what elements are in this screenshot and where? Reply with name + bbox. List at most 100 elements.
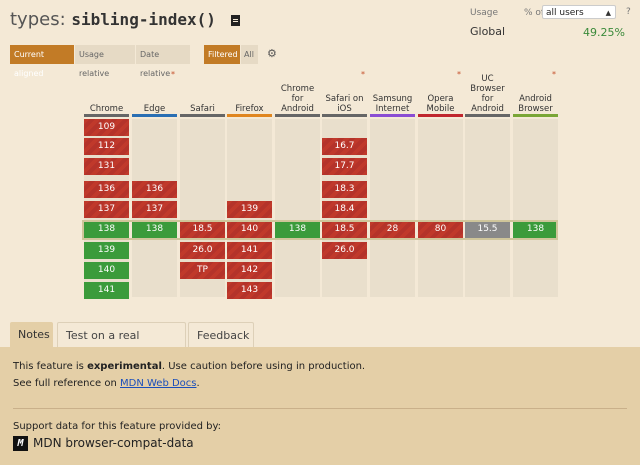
browser-header: Chrome for Android	[275, 72, 320, 114]
tab-feedback[interactable]: Feedback	[188, 322, 254, 348]
help-link[interactable]: ?	[626, 7, 631, 17]
browser-color-bar	[465, 114, 510, 117]
version-cell[interactable]: 18.3	[322, 181, 367, 198]
browser-column	[275, 119, 320, 297]
notes-panel	[0, 347, 640, 465]
note-text: . Use caution before using in production…	[161, 361, 366, 372]
prefix-note-marker: *	[552, 70, 556, 79]
browser-column	[465, 119, 510, 297]
browser-name: UC Browser for Android	[470, 74, 505, 114]
browser-header: Edge *	[132, 70, 177, 114]
version-cell[interactable]: 141	[84, 282, 129, 299]
version-cell[interactable]: 138	[84, 221, 129, 238]
mdn-logo-icon: M	[13, 436, 28, 451]
usage-relative-button[interactable]: Usage relative	[75, 45, 135, 78]
browser-header: UC Browser for Android	[465, 72, 510, 114]
version-cell[interactable]: TP	[180, 262, 225, 279]
note-text: .	[196, 378, 200, 389]
prefix-note-marker: *	[457, 70, 461, 79]
support-data-label: Support data for this feature provided b…	[13, 421, 222, 432]
browser-name: Chrome for Android	[280, 84, 315, 114]
version-cell[interactable]: 18.5	[180, 221, 225, 238]
note-text: See full reference on	[13, 378, 120, 389]
browser-name: Firefox	[235, 104, 264, 114]
filtered-button[interactable]: Filtered	[204, 45, 240, 64]
version-cell[interactable]: 139	[84, 242, 129, 259]
experimental-note: This feature is experimental. Use cautio…	[13, 361, 365, 372]
usage-label: Usage	[470, 8, 499, 18]
browser-color-bar	[418, 114, 463, 117]
version-cell[interactable]: 15.5	[465, 221, 510, 238]
version-cell[interactable]: 138	[132, 221, 177, 238]
note-text: This feature is	[13, 361, 88, 372]
version-cell[interactable]: 138	[513, 221, 558, 238]
version-cell[interactable]: 136	[132, 181, 177, 198]
version-cell[interactable]: 26.0	[180, 242, 225, 259]
current-version-row	[82, 220, 558, 240]
browser-name: Android Browser	[518, 94, 553, 114]
divider	[13, 408, 627, 409]
version-cell[interactable]: 26.0	[322, 242, 367, 259]
users-select-value: all users	[546, 8, 584, 18]
browser-header: Chrome	[84, 72, 129, 114]
version-cell[interactable]: 18.5	[322, 221, 367, 238]
version-cell[interactable]: 138	[275, 221, 320, 238]
version-cell[interactable]: 80	[418, 221, 463, 238]
global-label: Global	[470, 25, 506, 38]
version-cell[interactable]: 112	[84, 138, 129, 155]
version-cell[interactable]: 141	[227, 242, 272, 259]
version-cell[interactable]: 139	[227, 201, 272, 218]
browser-color-bar	[227, 114, 272, 117]
mdn-compat-data-link[interactable]: MDN browser-compat-data	[33, 436, 194, 450]
browser-color-bar	[322, 114, 367, 117]
browser-name: Opera Mobile	[426, 94, 455, 114]
browser-color-bar	[180, 114, 225, 117]
browser-color-bar	[132, 114, 177, 117]
version-cell[interactable]: 131	[84, 158, 129, 175]
browser-header: Samsung Internet	[370, 72, 415, 114]
tab-test-real-browser[interactable]: Test on a real browser	[57, 322, 186, 368]
browser-header: Opera Mobile *	[418, 70, 463, 114]
version-cell[interactable]: 143	[227, 282, 272, 299]
browser-column	[418, 119, 463, 297]
browser-color-bar	[513, 114, 558, 117]
version-cell[interactable]: 136	[84, 181, 129, 198]
users-select[interactable]: all users ▲︎	[542, 5, 616, 19]
version-cell[interactable]: 109	[84, 119, 129, 136]
browser-header: Firefox	[227, 72, 272, 114]
document-icon[interactable]	[230, 15, 240, 26]
version-cell[interactable]: 137	[84, 201, 129, 218]
browser-name: Samsung Internet	[372, 94, 413, 114]
version-cell[interactable]: 140	[227, 221, 272, 238]
browser-column	[513, 119, 558, 297]
browser-name: Safari	[190, 104, 215, 114]
browser-name: Safari on iOS	[325, 94, 364, 114]
version-cell[interactable]: 18.4	[322, 201, 367, 218]
prefix-note-marker: *	[171, 70, 175, 79]
version-cell[interactable]: 142	[227, 262, 272, 279]
version-cell[interactable]: 137	[132, 201, 177, 218]
current-aligned-button[interactable]: Current aligned	[10, 45, 74, 78]
all-button[interactable]: All	[241, 45, 258, 64]
page-title: types: sibling-index()	[10, 9, 240, 30]
browser-header: Safari on iOS *	[322, 70, 367, 114]
title-prefix: types:	[10, 9, 66, 30]
global-usage-value: 49.25%	[583, 26, 625, 39]
title-code: sibling-index()	[71, 10, 216, 29]
browser-color-bar	[370, 114, 415, 117]
browser-name: Chrome	[89, 104, 124, 114]
prefix-note-marker: *	[361, 70, 365, 79]
version-cell[interactable]: 28	[370, 221, 415, 238]
date-relative-button[interactable]: Date relative	[136, 45, 190, 78]
browser-color-bar	[84, 114, 129, 117]
percent-of-label: % of	[524, 8, 545, 18]
browser-name: Edge	[143, 104, 166, 114]
mdn-web-docs-link[interactable]: MDN Web Docs	[120, 378, 197, 389]
tab-notes[interactable]: Notes	[10, 322, 53, 348]
version-cell[interactable]: 16.7	[322, 138, 367, 155]
gear-icon[interactable]: ⚙︎	[267, 47, 277, 60]
select-arrows-icon: ▲︎	[605, 9, 611, 17]
browser-header: Android Browser *	[513, 70, 558, 114]
version-cell[interactable]: 17.7	[322, 158, 367, 175]
version-cell[interactable]: 140	[84, 262, 129, 279]
